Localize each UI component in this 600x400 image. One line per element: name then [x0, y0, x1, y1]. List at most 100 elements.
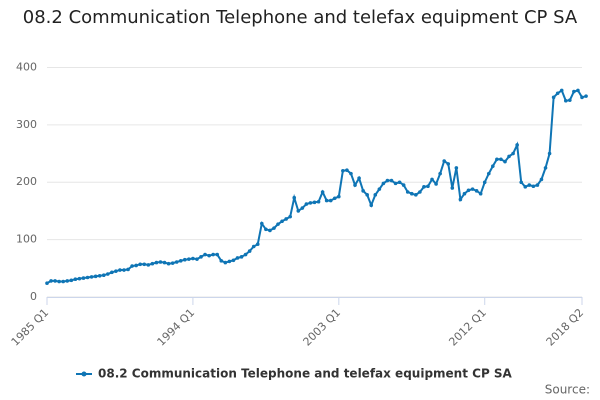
data-point: [551, 95, 556, 100]
data-point: [580, 95, 584, 100]
data-point: [389, 178, 394, 183]
data-point: [373, 193, 378, 197]
data-point: [93, 274, 98, 279]
data-point: [268, 228, 272, 233]
data-point: [276, 222, 280, 226]
data-point: [397, 180, 402, 185]
data-point: [559, 88, 564, 93]
data-point: [203, 252, 207, 257]
data-point: [122, 268, 126, 272]
data-point: [486, 171, 491, 176]
data-point: [110, 270, 114, 275]
data-point: [572, 89, 576, 94]
data-point: [495, 157, 499, 162]
data-point: [170, 261, 175, 265]
data-point: [158, 260, 163, 264]
data-point: [227, 259, 232, 264]
data-point: [430, 177, 434, 182]
data-point: [503, 159, 507, 164]
data-point: [361, 189, 365, 193]
data-point: [207, 253, 211, 258]
data-point: [568, 98, 572, 102]
data-point: [401, 183, 406, 187]
data-point: [539, 177, 544, 182]
data-point: [312, 200, 317, 205]
data-point: [154, 260, 159, 265]
data-point: [187, 257, 191, 261]
data-point: [418, 190, 422, 194]
data-point: [288, 214, 292, 219]
data-point: [280, 219, 284, 224]
data-point: [316, 199, 321, 204]
data-point: [65, 279, 70, 283]
data-point: [438, 171, 442, 176]
data-point: [130, 264, 134, 268]
data-point: [61, 279, 66, 284]
data-point: [511, 151, 515, 156]
x-tick-label: 2003 Q1: [301, 306, 344, 349]
data-point: [482, 180, 487, 185]
data-point: [199, 255, 203, 259]
data-point: [73, 277, 78, 282]
data-point: [105, 272, 110, 276]
data-point: [527, 183, 532, 187]
data-point: [470, 187, 475, 191]
data-point: [507, 154, 511, 159]
data-point: [304, 202, 309, 206]
data-point: [442, 159, 446, 163]
data-point: [174, 260, 179, 264]
data-point: [409, 191, 414, 196]
data-point: [243, 252, 248, 257]
data-point: [519, 180, 524, 185]
data-point: [300, 206, 305, 210]
data-point: [478, 191, 483, 196]
data-point: [393, 181, 398, 186]
data-point: [377, 187, 382, 191]
data-point: [543, 166, 548, 170]
legend-marker: [81, 371, 87, 377]
data-point: [349, 171, 353, 176]
data-point: [191, 256, 195, 261]
data-point: [337, 194, 341, 199]
data-point: [255, 242, 260, 247]
x-tick-label: 1985 Q1: [9, 306, 52, 349]
data-point: [454, 166, 459, 170]
data-point: [260, 221, 264, 226]
data-point: [89, 275, 94, 279]
data-point: [405, 190, 410, 194]
data-point: [183, 257, 187, 262]
data-point: [150, 261, 155, 266]
data-point: [385, 178, 390, 183]
data-point: [81, 276, 86, 280]
data-point: [215, 252, 220, 257]
data-point: [178, 259, 183, 263]
data-point: [134, 263, 138, 268]
data-point: [474, 189, 479, 193]
data-point: [49, 279, 53, 283]
data-line: [46, 88, 587, 285]
data-point: [341, 168, 345, 173]
y-tick-label: 100: [16, 233, 37, 246]
data-point: [381, 181, 386, 186]
data-point: [458, 197, 463, 202]
x-tick-label: 2012 Q1: [446, 306, 489, 349]
data-point: [211, 252, 215, 257]
data-point: [195, 257, 199, 261]
data-point: [576, 88, 580, 93]
data-point: [345, 168, 349, 172]
data-point: [138, 262, 143, 267]
data-point: [247, 249, 252, 253]
data-point: [118, 268, 122, 272]
data-point: [584, 94, 588, 98]
data-point: [85, 275, 90, 280]
data-point: [57, 279, 61, 284]
y-tick-label: 400: [16, 60, 37, 73]
data-point: [101, 273, 106, 277]
data-point: [332, 196, 337, 201]
data-point: [523, 185, 528, 189]
data-point: [320, 190, 325, 194]
data-point: [434, 182, 438, 186]
data-point: [531, 184, 536, 189]
data-point: [426, 184, 430, 189]
